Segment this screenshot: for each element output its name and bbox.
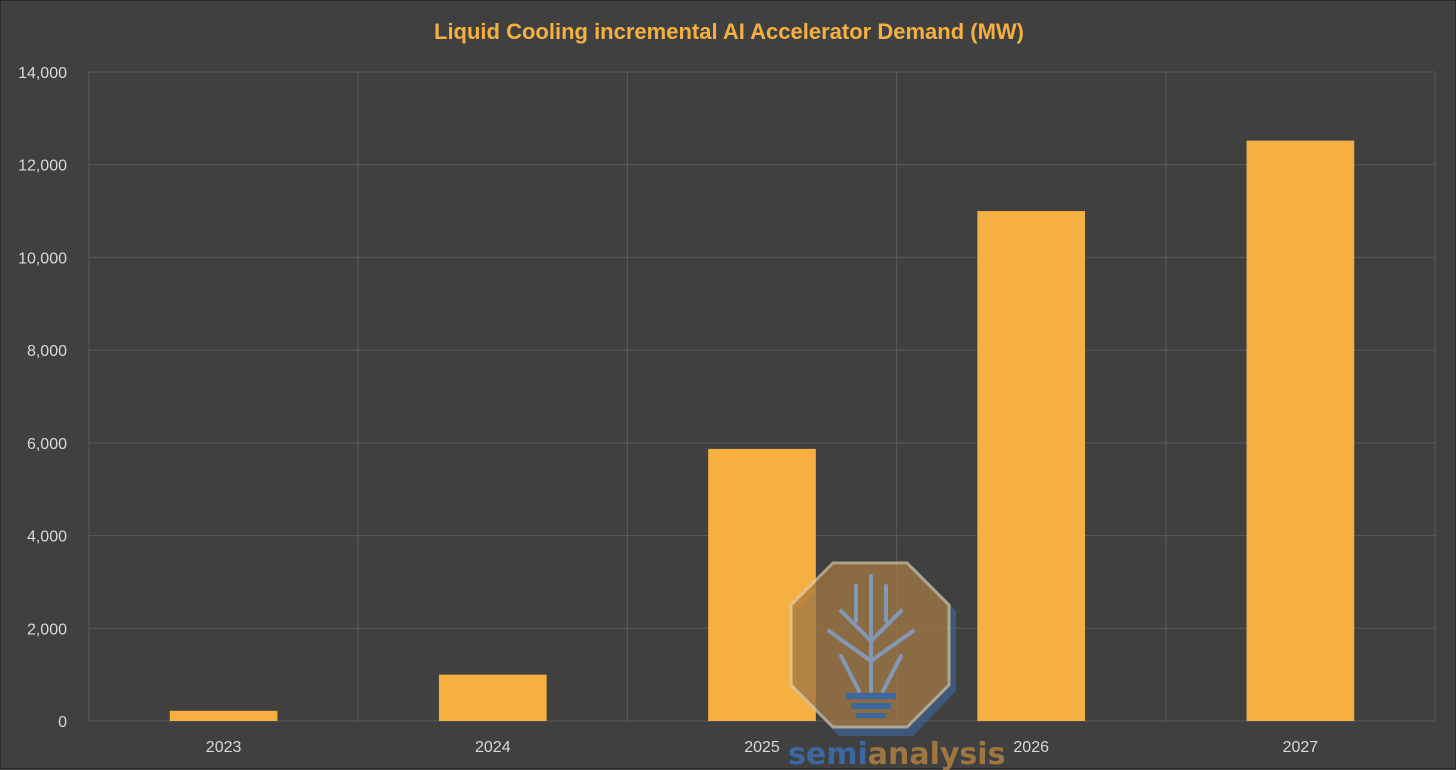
x-tick-label: 2025 xyxy=(744,739,780,756)
x-axis: 2023 2024 2025 2026 2027 xyxy=(206,739,1318,756)
x-tick-label: 2027 xyxy=(1283,739,1319,756)
y-tick-label: 0 xyxy=(58,714,67,731)
svg-text:semianalysis: semianalysis xyxy=(788,737,1005,770)
y-tick-label: 14,000 xyxy=(18,65,67,82)
watermark-semi: semi xyxy=(788,737,868,770)
y-axis: 0 2,000 4,000 6,000 8,000 10,000 12,000 14,000 xyxy=(18,65,67,731)
x-tick-label: 2023 xyxy=(206,739,242,756)
bar-2024 xyxy=(438,674,547,721)
y-tick-label: 12,000 xyxy=(18,158,67,175)
bar-2026 xyxy=(977,211,1086,722)
bar-layer xyxy=(169,140,1355,722)
circuit-tree-logo-icon xyxy=(789,561,956,736)
semianalysis-watermark: semianalysis xyxy=(788,561,1005,770)
y-tick-label: 2,000 xyxy=(27,621,67,638)
chart-title: Liquid Cooling incremental AI Accelerato… xyxy=(434,19,1024,44)
y-tick-label: 6,000 xyxy=(27,436,67,453)
y-tick-label: 4,000 xyxy=(27,529,67,546)
bar-2027 xyxy=(1246,140,1355,721)
y-tick-label: 8,000 xyxy=(27,343,67,360)
bar-2023 xyxy=(169,710,278,721)
y-tick-label: 10,000 xyxy=(18,250,67,267)
x-tick-label: 2024 xyxy=(475,739,511,756)
x-tick-label: 2026 xyxy=(1013,739,1049,756)
watermark-analysis: analysis xyxy=(868,737,1006,770)
